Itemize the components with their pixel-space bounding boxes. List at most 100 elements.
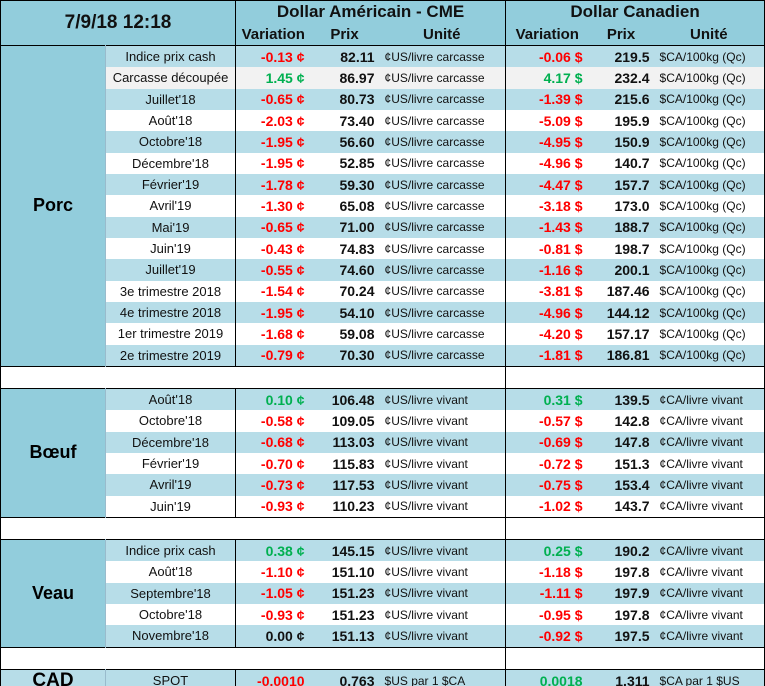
cad-unit: $CA/100kg (Qc) bbox=[653, 131, 765, 153]
cad-price: 142.8 bbox=[588, 410, 654, 432]
cad-variation: -4.96 $ bbox=[505, 152, 589, 174]
cad-variation: 4.17 $ bbox=[505, 67, 589, 89]
table-row: Août'18 -2.03 ¢ 73.40 ¢US/livre carcasse -5.… bbox=[1, 109, 765, 132]
spacer-cell bbox=[0, 516, 506, 540]
usd-price: 117.53 bbox=[310, 474, 379, 496]
usd-variation: 0.10 ¢ bbox=[235, 387, 311, 411]
cad-variation: -1.02 $ bbox=[505, 495, 589, 518]
contract-name: 4e trimestre 2018 bbox=[105, 301, 236, 324]
cad-unit: $CA/100kg (Qc) bbox=[653, 88, 765, 110]
usd-unit: ¢US/livre carcasse bbox=[378, 216, 506, 238]
cad-variation: -4.47 $ bbox=[505, 173, 589, 196]
table-row: Octobre'18 -0.58 ¢ 109.05 ¢US/livre vivant -… bbox=[1, 410, 765, 432]
contract-name: Carcasse découpée bbox=[105, 67, 236, 89]
cad-unit: $CA/100kg (Qc) bbox=[653, 45, 765, 68]
cad-variation: -4.95 $ bbox=[505, 131, 589, 153]
spacer-row bbox=[0, 365, 765, 389]
cad-variation: -0.69 $ bbox=[505, 431, 589, 453]
usd-title: Dollar Américain - CME bbox=[235, 0, 506, 23]
usd-price: 56.60 bbox=[310, 131, 379, 153]
cad-unit: ¢CA/livre vivant bbox=[653, 452, 765, 475]
contract-name: Août'18 bbox=[105, 109, 236, 132]
usd-variation: -1.05 ¢ bbox=[235, 582, 311, 604]
usd-variation: -0.70 ¢ bbox=[235, 452, 311, 475]
cad-variation: -0.81 $ bbox=[505, 237, 589, 260]
usd-price: 74.83 bbox=[310, 237, 379, 260]
cad-price: 197.8 bbox=[588, 561, 654, 583]
cad-variation-header: Variation bbox=[505, 23, 589, 46]
contract-name: Juillet'19 bbox=[105, 259, 236, 281]
table-row: Juin'19 -0.43 ¢ 74.83 ¢US/livre carcasse -0.… bbox=[1, 237, 765, 260]
usd-unit: ¢US/livre vivant bbox=[378, 582, 506, 604]
usd-variation: -1.10 ¢ bbox=[235, 561, 311, 583]
usd-unit: ¢US/livre carcasse bbox=[378, 88, 506, 110]
cad-variation: 0.0018 bbox=[505, 668, 589, 686]
table-row: Mai'19 -0.65 ¢ 71.00 ¢US/livre carcasse -1.4… bbox=[1, 216, 765, 238]
cad-variation: -0.92 $ bbox=[505, 625, 589, 648]
usd-unit: ¢US/livre carcasse bbox=[378, 131, 506, 153]
usd-unit: ¢US/livre vivant bbox=[378, 410, 506, 432]
usd-price: 115.83 bbox=[310, 452, 379, 475]
cad-price: 173.0 bbox=[588, 195, 654, 217]
contract-name: Août'18 bbox=[105, 561, 236, 583]
spacer-cell bbox=[0, 365, 506, 389]
contract-name: Juillet'18 bbox=[105, 88, 236, 110]
table-row: Octobre'18 -1.95 ¢ 56.60 ¢US/livre carcasse… bbox=[1, 131, 765, 153]
cad-spot-row: CAD SPOT -0.0010 0.763 $US par 1 $CA 0.0018 1.… bbox=[0, 668, 765, 686]
cad-unit: $CA/100kg (Qc) bbox=[653, 344, 765, 367]
usd-unit: ¢US/livre vivant bbox=[378, 431, 506, 453]
cad-variation: -4.96 $ bbox=[505, 301, 589, 324]
contract-name: Septembre'18 bbox=[105, 582, 236, 604]
cad-price: 151.3 bbox=[588, 452, 654, 475]
usd-price: 71.00 bbox=[310, 216, 379, 238]
usd-price: 145.15 bbox=[310, 538, 379, 562]
table-row: Août'18 -1.10 ¢ 151.10 ¢US/livre vivant -1.1… bbox=[1, 561, 765, 583]
cad-price: 143.7 bbox=[588, 495, 654, 518]
table-row: Porc Indice prix cash -0.13 ¢ 82.11 ¢US/livr… bbox=[0, 45, 765, 367]
cad-unit: ¢CA/livre vivant bbox=[653, 561, 765, 583]
usd-price: 74.60 bbox=[310, 259, 379, 281]
cad-variation: -3.81 $ bbox=[505, 280, 589, 302]
usd-unit: ¢US/livre carcasse bbox=[378, 323, 506, 345]
cad-price: 197.9 bbox=[588, 582, 654, 604]
spacer-cell bbox=[0, 646, 506, 670]
cad-price: 200.1 bbox=[588, 259, 654, 281]
usd-variation: -0.79 ¢ bbox=[235, 344, 311, 367]
contract-name: Février'19 bbox=[105, 452, 236, 475]
cad-unit: ¢CA/livre vivant bbox=[653, 582, 765, 604]
cad-unit: $CA/100kg (Qc) bbox=[653, 195, 765, 217]
cad-price: 147.8 bbox=[588, 431, 654, 453]
table-row: 4e trimestre 2018 -1.95 ¢ 54.10 ¢US/livre c… bbox=[1, 301, 765, 324]
spacer-cell bbox=[505, 365, 765, 389]
section-label: Porc bbox=[0, 45, 106, 367]
usd-variation: -0.65 ¢ bbox=[235, 88, 311, 110]
usd-variation: -1.95 ¢ bbox=[235, 131, 311, 153]
spacer-row bbox=[0, 516, 765, 540]
cad-unit: ¢CA/livre vivant bbox=[653, 474, 765, 496]
cad-unit: $CA/100kg (Qc) bbox=[653, 216, 765, 238]
cad-price: 1.311 bbox=[588, 668, 654, 686]
table-row: Avril'19 -0.73 ¢ 117.53 ¢US/livre vivant -0.… bbox=[1, 474, 765, 496]
usd-variation: -1.68 ¢ bbox=[235, 323, 311, 345]
usd-variation: -0.65 ¢ bbox=[235, 216, 311, 238]
cad-variation: -4.20 $ bbox=[505, 323, 589, 345]
spacer-row bbox=[0, 646, 765, 670]
section-label: Veau bbox=[0, 538, 106, 648]
table-row: Veau Indice prix cash 0.38 ¢ 145.15 ¢US/livr… bbox=[0, 538, 765, 648]
cad-prix-header: Prix bbox=[588, 23, 654, 46]
cad-variation: -1.81 $ bbox=[505, 344, 589, 367]
cad-price: 153.4 bbox=[588, 474, 654, 496]
table-row: Décembre'18 -1.95 ¢ 52.85 ¢US/livre carcass… bbox=[1, 152, 765, 174]
cad-label: CAD bbox=[0, 668, 106, 686]
contract-name: Juin'19 bbox=[105, 237, 236, 260]
usd-price: 73.40 bbox=[310, 109, 379, 132]
usd-price: 151.23 bbox=[310, 603, 379, 626]
usd-variation: 1.45 ¢ bbox=[235, 67, 311, 89]
usd-price: 80.73 bbox=[310, 88, 379, 110]
contract-name: Octobre'18 bbox=[105, 131, 236, 153]
table-row: 1er trimestre 2019 -1.68 ¢ 59.08 ¢US/livre … bbox=[1, 323, 765, 345]
table-row: Décembre'18 -0.68 ¢ 113.03 ¢US/livre vivant… bbox=[1, 431, 765, 453]
cad-price: 186.81 bbox=[588, 344, 654, 367]
usd-unit: ¢US/livre carcasse bbox=[378, 301, 506, 324]
table-row: Février'19 -0.70 ¢ 115.83 ¢US/livre vivant -… bbox=[1, 452, 765, 475]
